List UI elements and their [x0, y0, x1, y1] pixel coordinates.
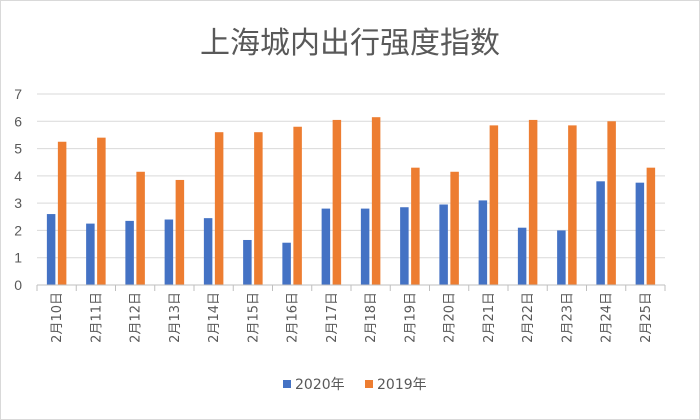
bar-2020年-2月19日 [400, 207, 409, 285]
bar-2020年-2月10日 [46, 214, 56, 285]
x-tick-label: 2月20日 [443, 292, 458, 343]
y-tick-label: 7 [14, 86, 22, 102]
bar-2020年-2月13日 [164, 219, 174, 285]
bar-2020年-2月12日 [125, 220, 134, 285]
bar-2020年-2月18日 [360, 208, 370, 285]
bar-2019年-2月11日 [97, 137, 106, 285]
x-tick-label: 2月10日 [50, 292, 65, 343]
bar-2020年-2月25日 [635, 182, 645, 285]
y-tick-label: 4 [14, 168, 22, 184]
bar-2020年-2月16日 [282, 242, 291, 285]
bar-2019年-2月10日 [57, 141, 67, 285]
x-tick-label: 2月21日 [482, 292, 497, 343]
bar-2020年-2月14日 [203, 218, 213, 285]
x-tick-label: 2月23日 [560, 292, 575, 343]
bar-2019年-2月19日 [411, 167, 420, 285]
y-tick-label: 6 [14, 113, 22, 129]
bar-2019年-2月23日 [568, 125, 577, 285]
legend-label: 2019年 [377, 377, 427, 393]
x-tick-label: 2月24日 [600, 292, 615, 343]
bar-2019年-2月12日 [136, 171, 145, 285]
x-tick-label: 2月11日 [89, 292, 104, 343]
bar-2020年-2月17日 [321, 208, 331, 285]
x-tick-label: 2月17日 [325, 292, 340, 343]
x-tick-label: 2月12日 [129, 292, 144, 343]
bar-2019年-2月18日 [371, 117, 381, 285]
bar-2020年-2月21日 [478, 200, 488, 285]
x-tick-label: 2月14日 [207, 292, 222, 343]
bar-2019年-2月21日 [489, 125, 499, 285]
chart-title: 上海城内出行强度指数 [200, 26, 500, 61]
x-axis: 2月10日 2月11日 2月12日 2月13日 2月14日 2月15日 2月16日 2月17日… [36, 284, 666, 343]
bar-2020年-2月24日 [596, 181, 605, 285]
x-tick-label: 2月19日 [403, 292, 418, 343]
bar-2019年-2月13日 [175, 179, 185, 285]
y-axis-ticks: 0 1 2 3 4 5 6 7 [14, 86, 22, 293]
y-tick-label: 1 [14, 250, 22, 266]
x-tick-label: 2月13日 [168, 292, 183, 343]
x-tick-label: 2月18日 [364, 292, 379, 343]
x-tick-label: 2月16日 [286, 292, 301, 343]
x-tick-label: 2月15日 [246, 292, 261, 343]
bar-2019年-2月16日 [293, 126, 302, 285]
y-tick-label: 5 [14, 141, 22, 157]
bar-2020年-2月20日 [439, 204, 448, 285]
y-tick-label: 3 [14, 195, 22, 211]
bar-2019年-2月25日 [646, 167, 656, 285]
bar-2020年-2月11日 [86, 223, 95, 285]
y-tick-label: 2 [14, 222, 22, 238]
bars [46, 117, 656, 286]
bar-2020年-2月23日 [557, 230, 566, 285]
x-tick-label: 2月22日 [521, 292, 536, 343]
legend-swatch [365, 380, 373, 388]
bar-2020年-2月22日 [517, 227, 527, 285]
bar-2019年-2月14日 [214, 132, 224, 285]
bar-2019年-2月22日 [528, 119, 538, 286]
bar-2019年-2月20日 [450, 171, 459, 285]
legend: 2020年 2019年 [283, 377, 427, 393]
bar-2019年-2月17日 [332, 119, 342, 286]
x-tick-label: 2月25日 [639, 292, 654, 343]
y-tick-label: 0 [14, 277, 22, 293]
legend-label: 2020年 [295, 377, 345, 393]
bar-2019年-2月15日 [254, 132, 263, 285]
bar-2019年-2月24日 [607, 121, 616, 286]
legend-swatch [283, 380, 291, 388]
bar-2020年-2月15日 [243, 239, 252, 285]
